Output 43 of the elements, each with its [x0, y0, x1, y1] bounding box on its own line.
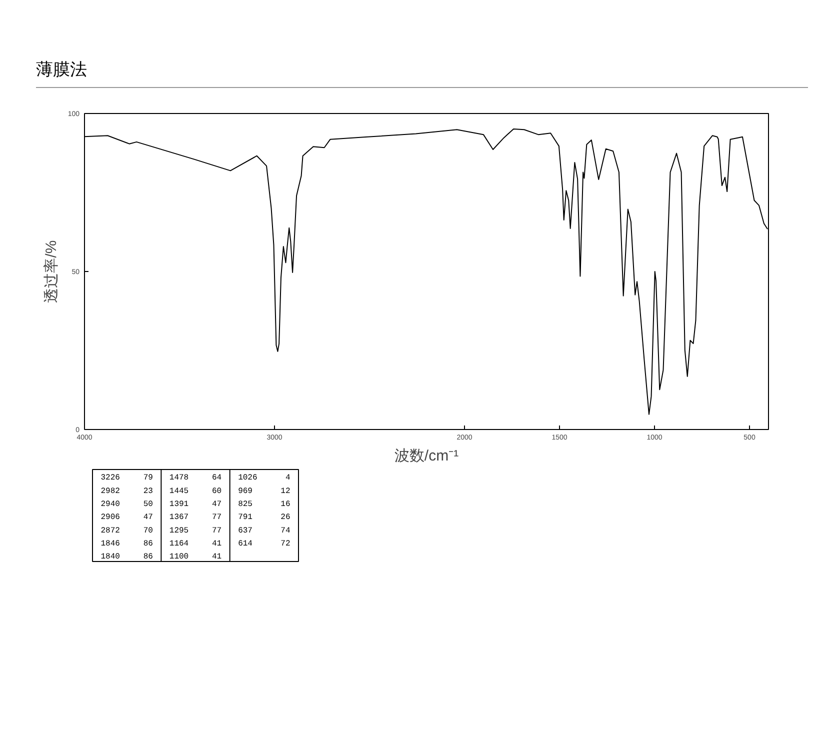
text: 1391	[169, 500, 189, 510]
text: 47	[143, 513, 154, 522]
text: 1026	[238, 474, 258, 483]
text: 86	[143, 552, 154, 562]
text: 2906	[100, 513, 120, 522]
text: 2872	[100, 526, 120, 536]
text: 1164	[169, 539, 189, 548]
text: 2982	[100, 486, 120, 496]
text: 1478	[169, 474, 189, 483]
text: 12	[280, 486, 290, 496]
text: 4	[285, 474, 290, 483]
chart-title: 薄膜法	[36, 59, 87, 81]
text: 79	[143, 474, 154, 483]
text: 791	[238, 513, 253, 522]
text: 1840	[100, 552, 120, 562]
text: 64	[212, 474, 222, 483]
text: 1846	[100, 539, 120, 548]
text: 16	[280, 500, 290, 510]
text: 1295	[169, 526, 189, 536]
text: 77	[212, 513, 222, 522]
text: 825	[238, 500, 253, 510]
y-axis-title: 透过率/%	[42, 240, 60, 303]
text: 77	[212, 526, 222, 536]
text: 70	[143, 526, 154, 536]
text: 47	[212, 500, 222, 510]
text: 1445	[169, 486, 189, 496]
text: 1100	[169, 552, 189, 562]
text: 1367	[169, 513, 189, 522]
text: 3226	[100, 474, 120, 483]
text: 969	[238, 486, 253, 496]
text: 86	[143, 539, 154, 548]
text: 637	[238, 526, 253, 536]
text: 60	[212, 486, 222, 496]
text: 23	[143, 486, 154, 496]
text: 50	[143, 500, 154, 510]
text: 614	[238, 539, 253, 548]
text: 2940	[100, 500, 120, 510]
text: 41	[212, 539, 222, 548]
text: 41	[212, 552, 222, 562]
text: 74	[280, 526, 290, 536]
text: 72	[280, 539, 290, 548]
x-axis-title: 波数/cm⁻¹	[394, 448, 459, 464]
text: 26	[280, 513, 290, 522]
